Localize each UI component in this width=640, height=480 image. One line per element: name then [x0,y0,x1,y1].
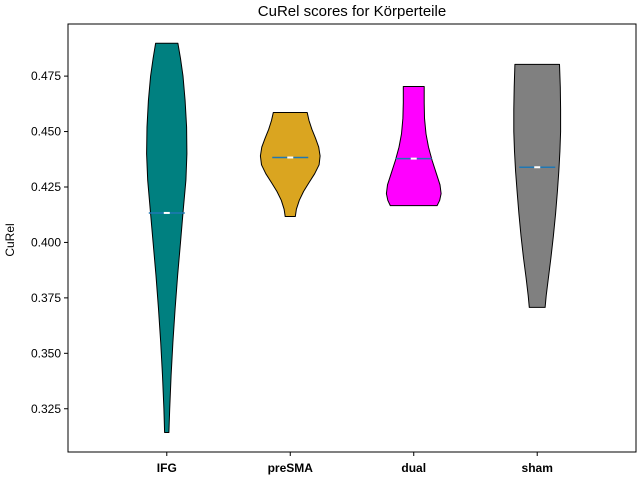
y-tick-label: 0.375 [31,291,61,305]
violins-layer [146,42,562,433]
x-tick-label: sham [522,461,553,475]
x-tick-label: preSMA [268,461,314,475]
y-tick-label: 0.400 [31,235,61,249]
violin-presma [259,112,321,217]
y-tick-label: 0.350 [31,346,61,360]
y-tick-label: 0.325 [31,402,61,416]
plot-frame [67,23,637,453]
x-tick-label: dual [401,461,426,475]
violin-sham [513,63,562,308]
x-tick-label: IFG [157,461,177,475]
chart-title: CuRel scores for Körperteile [258,3,446,20]
violin-ifg [146,42,188,433]
x-axis-ticks: IFG preSMA dual sham [157,452,553,475]
y-axis-ticks: 0.325 0.350 0.375 0.400 0.425 0.450 0.475 [31,69,68,416]
y-axis-label: CuRel [3,223,17,256]
y-tick-label: 0.475 [31,69,61,83]
violin-dual [385,86,442,207]
y-tick-label: 0.425 [31,180,61,194]
y-tick-label: 0.450 [31,125,61,139]
